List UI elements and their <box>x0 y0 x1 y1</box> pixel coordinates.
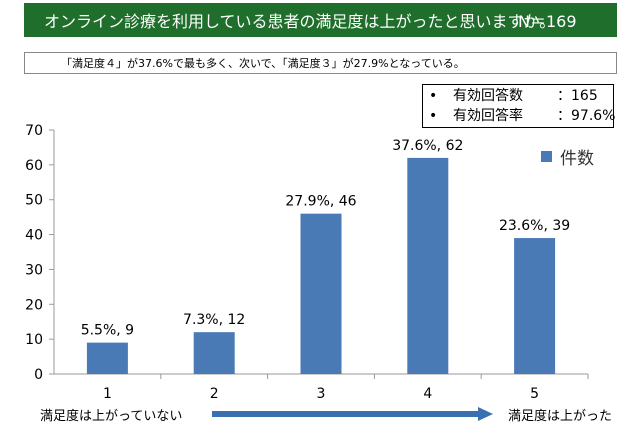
stats-row-rate: • 有効回答率 ：97.6% <box>423 106 616 126</box>
legend-label: 件数 <box>560 149 594 169</box>
y-tick-label: 50 <box>25 193 43 209</box>
summary-text: 「満足度４」が37.6%で最も多く、次いで、「満足度３」が27.9%となっている… <box>61 57 465 70</box>
bar <box>407 157 449 374</box>
chart-legend: 件数 <box>541 144 594 169</box>
y-tick-label: 40 <box>25 228 43 244</box>
survey-question: オンライン診療を利用している患者の満足度は上がったと思いますか。 <box>44 12 556 31</box>
bar <box>514 238 556 374</box>
data-label: 5.5%, 9 <box>81 323 134 339</box>
y-tick-label: 70 <box>25 123 43 139</box>
bar <box>300 213 342 374</box>
bar <box>193 332 235 374</box>
stats-label: 有効回答率 <box>453 108 523 124</box>
stats-value: ：97.6% <box>557 108 616 124</box>
y-tick-label: 60 <box>25 158 43 174</box>
y-tick-label: 30 <box>25 262 43 278</box>
sample-size: N＝169 <box>518 12 577 31</box>
x-tick-label: 4 <box>423 386 432 402</box>
stats-value: ：165 <box>557 88 598 104</box>
title-banner: オンライン診療を利用している患者の満足度は上がったと思いますか。 N＝169 <box>24 3 617 37</box>
stats-box: • 有効回答数 ：165 • 有効回答率 ：97.6% <box>422 84 616 128</box>
scale-low-label: 満足度は上がっていない <box>40 409 183 424</box>
right-arrow-icon <box>212 407 493 421</box>
data-label: 27.9%, 46 <box>285 194 356 210</box>
bar <box>86 342 128 374</box>
legend-swatch <box>541 151 552 162</box>
y-tick-label: 20 <box>25 297 43 313</box>
x-tick-label: 5 <box>530 386 539 402</box>
data-label: 23.6%, 39 <box>499 218 570 234</box>
scale-high-label: 満足度は上がった <box>508 409 613 424</box>
y-tick-label: 0 <box>34 367 43 383</box>
bullet-icon: • <box>429 108 438 124</box>
data-label: 7.3%, 12 <box>183 312 245 328</box>
stats-label: 有効回答数 <box>453 88 523 104</box>
summary-box: 「満足度４」が37.6%で最も多く、次いで、「満足度３」が27.9%となっている… <box>24 52 617 74</box>
data-label: 37.6%, 62 <box>392 138 463 154</box>
x-tick-label: 3 <box>317 386 326 402</box>
stats-row-responses: • 有効回答数 ：165 <box>423 86 613 106</box>
y-tick-label: 10 <box>25 332 43 348</box>
x-tick-label: 1 <box>103 386 112 402</box>
bullet-icon: • <box>429 88 438 104</box>
x-tick-label: 2 <box>210 386 219 402</box>
